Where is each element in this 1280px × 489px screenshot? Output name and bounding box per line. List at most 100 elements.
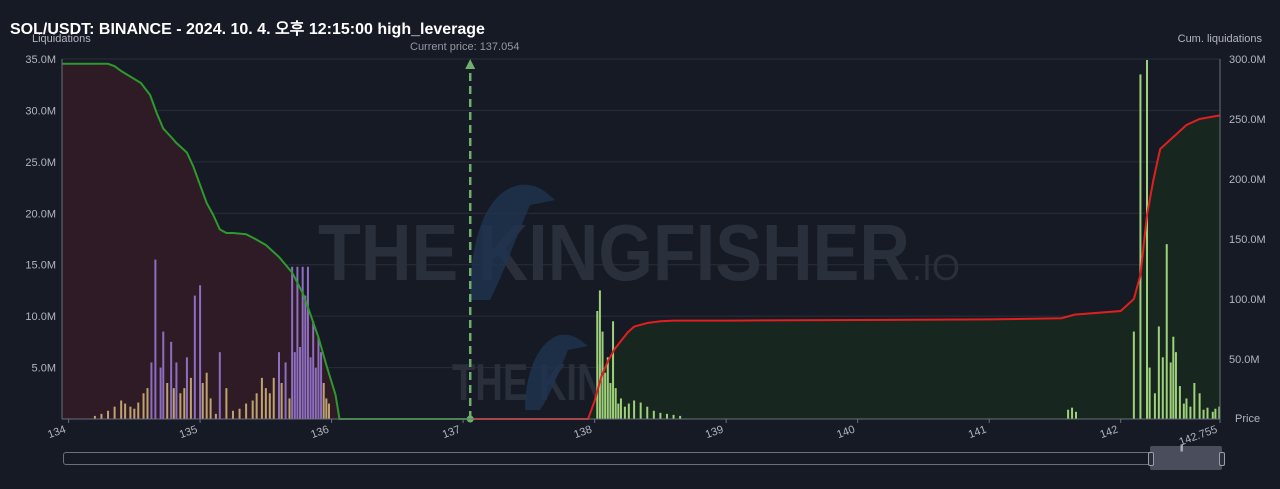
long-liquidation-bar	[320, 352, 323, 419]
short-liquidation-bar	[639, 402, 642, 419]
short-liquidation-bar	[652, 410, 655, 419]
y-left-tick-label: 25.0M	[25, 157, 56, 169]
long-liquidation-bar	[146, 388, 149, 419]
short-liquidation-bar	[1074, 411, 1077, 419]
short-liquidation-bar	[1211, 411, 1214, 419]
short-liquidation-bar	[617, 403, 620, 419]
long-liquidation-bar	[280, 383, 283, 419]
long-liquidation-bar	[284, 362, 287, 419]
long-liquidation-bar	[291, 266, 294, 419]
long-liquidation-bar	[154, 259, 157, 419]
x-tick-label: 142.755	[1178, 424, 1219, 449]
long-liquidation-bar	[189, 377, 192, 419]
left-axis-title: Liquidations	[32, 33, 91, 45]
y-right-tick-label: 150.0M	[1229, 234, 1266, 246]
short-liquidation-bar	[1169, 362, 1172, 419]
x-tick-label: 140	[835, 424, 856, 442]
chart-title: SOL/USDT: BINANCE - 2024. 10. 4. 오후 12:1…	[10, 21, 485, 38]
short-liquidation-bar	[1071, 407, 1074, 419]
long-liquidation-bar	[199, 285, 202, 419]
range-scrollbar[interactable]	[63, 452, 1223, 465]
short-liquidation-bar	[1161, 357, 1164, 419]
watermark-suffix: .IO	[912, 247, 960, 288]
long-liquidation-bar	[93, 415, 96, 419]
long-liquidation-bar	[317, 336, 320, 419]
short-liquidation-bar	[604, 372, 607, 419]
long-liquidation-bar	[162, 331, 165, 419]
long-liquidation-bar	[166, 383, 169, 419]
long-liquidation-bar	[175, 362, 178, 419]
cum-lines	[62, 62, 1221, 420]
current-price-marker	[465, 59, 476, 423]
short-liquidation-bar	[665, 413, 668, 419]
long-liquidation-bar	[120, 400, 123, 419]
short-liquidation-bar	[619, 398, 622, 419]
short-liquidation-bar	[1139, 74, 1142, 419]
y-right-tick-label: 200.0M	[1229, 174, 1266, 186]
long-liquidation-bar	[268, 393, 271, 419]
grip-icon: |||	[1180, 445, 1184, 452]
short-liquidation-bar	[1214, 408, 1217, 419]
long-liquidation-bar	[278, 352, 281, 419]
liquidation-bars	[93, 60, 1221, 420]
short-liquidation-bar	[679, 415, 682, 419]
long-cum-line	[62, 62, 471, 420]
long-liquidation-bar	[272, 377, 275, 419]
long-liquidation-bar	[137, 402, 140, 419]
long-liquidation-bar	[185, 357, 188, 419]
short-liquidation-bar	[1172, 336, 1175, 419]
short-liquidation-bar	[1185, 398, 1188, 419]
short-liquidation-bar	[596, 311, 599, 419]
long-liquidation-bar	[255, 393, 258, 419]
cum-fill-areas	[62, 63, 1220, 420]
y-left-tick-label: 10.0M	[25, 311, 56, 323]
y-left-tick-label: 5.0M	[32, 363, 56, 375]
long-liquidation-bar	[299, 347, 302, 419]
long-cum-fill	[62, 63, 471, 420]
kingfisher-bird-icon	[525, 334, 588, 410]
short-liquidation-bar	[1146, 60, 1149, 420]
long-liquidation-bar	[245, 403, 248, 419]
long-liquidation-bar	[327, 403, 330, 419]
y-left-tick-label: 35.0M	[25, 54, 56, 66]
long-liquidation-bar	[205, 372, 208, 419]
current-price-arrow-icon	[465, 59, 476, 69]
short-liquidation-bar	[598, 290, 601, 419]
long-liquidation-bar	[296, 266, 299, 419]
x-tick-label: 138	[572, 424, 593, 442]
short-liquidation-bar	[1067, 409, 1070, 419]
y-right-tick-label: 100.0M	[1229, 294, 1266, 306]
x-tick-label: 136	[309, 424, 330, 442]
long-liquidation-bar	[288, 398, 291, 419]
short-liquidation-bar	[1189, 406, 1192, 419]
range-handle-right[interactable]	[1219, 452, 1225, 466]
short-liquidation-bar	[1178, 386, 1181, 419]
long-liquidation-bar	[225, 388, 228, 419]
long-liquidation-bar	[322, 383, 325, 419]
long-liquidation-bar	[133, 408, 136, 419]
y-right-tick-label: 250.0M	[1229, 114, 1266, 126]
short-liquidation-bar	[1153, 393, 1156, 419]
short-liquidation-bar	[1206, 407, 1209, 419]
long-liquidation-bar	[293, 352, 296, 419]
long-liquidation-bar	[142, 393, 145, 419]
watermark-text: THE KINGFISHER	[318, 208, 910, 297]
x-tick-label: 134	[46, 424, 67, 442]
y-left-tick-label: 15.0M	[25, 260, 56, 272]
short-liquidation-bar	[1218, 406, 1221, 419]
short-liquidation-bar	[1165, 244, 1168, 419]
y-left-tick-label: 20.0M	[25, 208, 56, 220]
range-handle-left[interactable]	[1148, 452, 1154, 466]
kingfisher-bird-icon	[470, 184, 555, 300]
range-scroll-thumb[interactable]	[1150, 446, 1222, 470]
short-liquidation-bar	[659, 412, 662, 419]
long-liquidation-bar	[238, 408, 241, 419]
short-liquidation-bar	[1157, 326, 1160, 419]
long-liquidation-bar	[301, 266, 304, 419]
long-liquidation-bar	[193, 295, 196, 419]
long-liquidation-bar	[159, 367, 162, 419]
long-liquidation-bar	[251, 400, 254, 419]
price-axis-label: Price	[1235, 413, 1260, 425]
short-liquidation-bar	[1202, 409, 1205, 419]
